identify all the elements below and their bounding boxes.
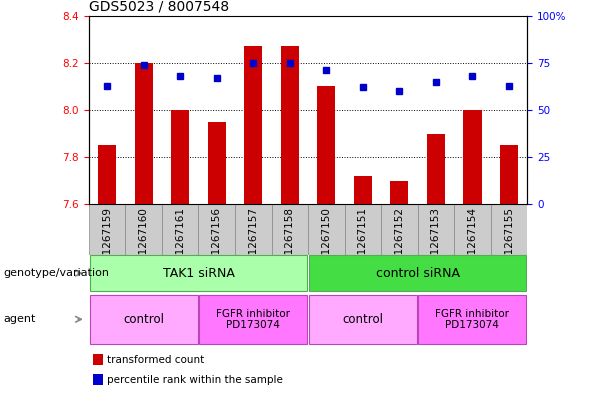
Bar (93, 374, 103, 385)
Text: GSM1267159: GSM1267159 (102, 207, 112, 277)
Bar (89, 255, 307, 291)
Bar (427, 134, 445, 204)
Text: control siRNA: control siRNA (376, 266, 460, 280)
Bar (93, 354, 103, 365)
Bar (381, 204, 417, 255)
Bar (199, 204, 235, 255)
Bar (354, 176, 372, 204)
Bar (500, 145, 518, 204)
Bar (490, 204, 527, 255)
Bar (162, 204, 199, 255)
Bar (126, 204, 162, 255)
Bar (308, 204, 345, 255)
Bar (390, 181, 408, 204)
Bar (417, 204, 454, 255)
Text: GSM1267154: GSM1267154 (467, 207, 478, 277)
Text: GDS5023 / 8007548: GDS5023 / 8007548 (89, 0, 229, 13)
Text: GSM1267153: GSM1267153 (431, 207, 441, 277)
Text: control: control (342, 313, 383, 326)
Text: GSM1267155: GSM1267155 (504, 207, 514, 277)
Bar (317, 86, 335, 204)
Bar (235, 204, 272, 255)
Text: transformed count: transformed count (107, 355, 205, 365)
Bar (272, 204, 308, 255)
Text: agent: agent (3, 314, 36, 324)
Bar (345, 204, 381, 255)
Bar (309, 255, 527, 291)
Text: control: control (123, 313, 164, 326)
Bar (309, 295, 417, 344)
Bar (134, 63, 153, 204)
Text: TAK1 siRNA: TAK1 siRNA (162, 266, 234, 280)
Text: GSM1267161: GSM1267161 (175, 207, 185, 277)
Text: GSM1267158: GSM1267158 (285, 207, 295, 277)
Text: GSM1267157: GSM1267157 (248, 207, 258, 277)
Text: genotype/variation: genotype/variation (3, 268, 109, 278)
Text: FGFR inhibitor
PD173074: FGFR inhibitor PD173074 (435, 309, 509, 330)
Text: GSM1267151: GSM1267151 (358, 207, 368, 277)
Text: GSM1267156: GSM1267156 (211, 207, 222, 277)
Text: GSM1267152: GSM1267152 (394, 207, 405, 277)
Bar (281, 46, 299, 204)
Bar (418, 295, 527, 344)
Bar (244, 46, 262, 204)
Text: FGFR inhibitor
PD173074: FGFR inhibitor PD173074 (216, 309, 290, 330)
Bar (98, 145, 116, 204)
Bar (89, 295, 198, 344)
Text: GSM1267150: GSM1267150 (321, 207, 331, 277)
Bar (199, 295, 307, 344)
Bar (208, 122, 226, 204)
Bar (89, 204, 126, 255)
Text: GSM1267160: GSM1267160 (139, 207, 149, 277)
Bar (171, 110, 189, 204)
Bar (463, 110, 482, 204)
Bar (454, 204, 490, 255)
Text: percentile rank within the sample: percentile rank within the sample (107, 375, 283, 385)
